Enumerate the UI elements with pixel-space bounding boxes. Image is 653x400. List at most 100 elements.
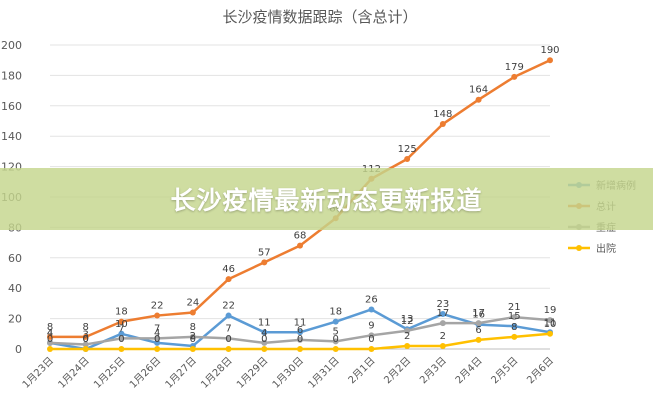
- data-point: [475, 320, 482, 327]
- data-point: [189, 333, 196, 340]
- data-point: [439, 121, 446, 128]
- data-point: [547, 317, 553, 324]
- data-point: [47, 333, 53, 340]
- x-axis: 1月23日 1月24日 1月25日 1月26日 1月27日 1月28日 1月29日 1月30日…: [20, 355, 556, 391]
- data-label: 21: [508, 302, 521, 313]
- y-tick-label: 180: [1, 69, 22, 82]
- data-label: 0: [261, 334, 267, 345]
- data-point: [368, 332, 375, 339]
- legend-label: 出院: [596, 242, 616, 255]
- data-point: [225, 335, 232, 342]
- x-tick-label: 1月27日: [163, 355, 199, 391]
- data-label: 26: [365, 294, 378, 305]
- chart-title: 长沙疫情数据跟踪（含总计）: [222, 8, 417, 26]
- data-label: 148: [433, 109, 452, 120]
- data-point: [154, 335, 161, 342]
- x-tick-label: 1月30日: [270, 355, 306, 391]
- data-point: [332, 346, 339, 352]
- data-point: [475, 96, 482, 103]
- data-label: 17: [436, 308, 449, 319]
- data-label: 0: [297, 334, 303, 345]
- data-label: 6: [475, 325, 481, 336]
- data-label: 7: [225, 323, 231, 334]
- data-point: [154, 339, 161, 346]
- data-label: 8: [190, 322, 196, 333]
- data-point: [404, 342, 411, 349]
- data-label: 24: [186, 298, 199, 309]
- x-tick-label: 2月6日: [524, 355, 556, 387]
- data-point: [368, 346, 375, 352]
- data-label: 2: [440, 331, 446, 342]
- data-label: 10: [115, 319, 128, 330]
- data-point: [118, 346, 125, 352]
- x-tick-label: 1月29日: [234, 355, 270, 391]
- data-point: [511, 314, 518, 321]
- data-label: 7: [154, 323, 160, 334]
- x-tick-label: 1月24日: [56, 355, 92, 391]
- data-label: 8: [511, 322, 517, 333]
- data-label: 179: [505, 62, 524, 73]
- data-label: 6: [297, 325, 303, 336]
- data-point: [511, 333, 518, 340]
- data-label: 16: [472, 310, 485, 321]
- data-point: [547, 57, 553, 64]
- data-point: [261, 339, 268, 346]
- data-point: [511, 73, 518, 80]
- data-point: [297, 346, 303, 352]
- data-point: [404, 327, 411, 334]
- data-label: 190: [540, 45, 559, 56]
- data-point: [118, 330, 125, 337]
- data-point: [297, 242, 303, 249]
- headline-text: 长沙疫情最新动态更新报道: [170, 186, 483, 215]
- data-label: 11: [544, 317, 557, 328]
- data-point: [189, 346, 196, 352]
- data-point: [475, 336, 482, 343]
- x-tick-label: 2月4日: [453, 355, 485, 387]
- data-label: 3: [83, 329, 89, 340]
- data-label: 0: [83, 334, 89, 345]
- x-tick-label: 1月25日: [91, 355, 127, 391]
- data-label: 2: [404, 331, 410, 342]
- data-label: 0: [83, 334, 89, 345]
- data-point: [297, 329, 303, 336]
- data-label: 22: [222, 301, 235, 312]
- data-point: [225, 312, 232, 319]
- data-label: 12: [401, 316, 414, 327]
- data-label: 0: [154, 334, 160, 345]
- data-label: 13: [401, 314, 414, 325]
- y-tick-label: 140: [1, 130, 22, 143]
- data-label: 4: [47, 328, 53, 339]
- data-point: [261, 329, 268, 336]
- data-label: 18: [115, 307, 128, 318]
- y-tick-label: 60: [8, 252, 22, 265]
- y-tick-label: 200: [1, 39, 22, 52]
- data-label: 0: [190, 334, 196, 345]
- data-label: 19: [544, 305, 557, 316]
- data-point: [82, 341, 89, 348]
- data-label: 68: [294, 231, 307, 242]
- data-point: [47, 346, 53, 352]
- data-point: [511, 323, 518, 330]
- data-point: [118, 335, 125, 342]
- x-tick-label: 2月5日: [489, 355, 521, 387]
- data-point: [189, 309, 196, 316]
- x-tick-label: 1月31日: [306, 355, 342, 391]
- data-point: [154, 346, 161, 352]
- data-point: [225, 346, 232, 352]
- data-label: 18: [329, 307, 342, 318]
- data-point: [82, 346, 89, 352]
- data-point: [261, 346, 268, 352]
- data-point: [439, 320, 446, 327]
- data-label: 8: [47, 322, 53, 333]
- data-point: [47, 339, 53, 346]
- data-label: 5: [333, 326, 339, 337]
- headline-banner: 长沙疫情最新动态更新报道: [0, 168, 653, 230]
- data-label: 9: [368, 320, 374, 331]
- data-label: 0: [368, 334, 374, 345]
- x-tick-label: 2月1日: [346, 355, 378, 387]
- data-point: [118, 318, 125, 325]
- y-tick-label: 40: [8, 282, 22, 295]
- data-point: [225, 276, 232, 283]
- y-tick-label: 160: [1, 100, 22, 113]
